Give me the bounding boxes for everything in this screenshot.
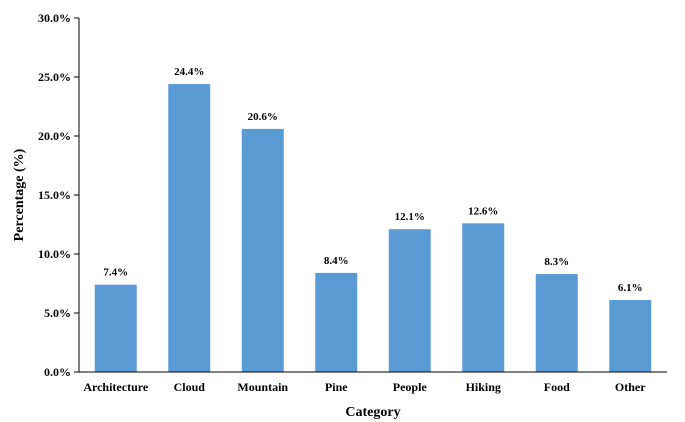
y-tick-label: 20.0% xyxy=(38,129,71,143)
category-label: Food xyxy=(544,380,570,394)
data-label: 8.3% xyxy=(544,256,569,268)
y-tick-label: 0.0% xyxy=(44,365,71,379)
x-axis-title: Category xyxy=(345,405,400,420)
category-label: Architecture xyxy=(83,380,149,394)
y-tick-label: 10.0% xyxy=(38,247,71,261)
data-label: 6.1% xyxy=(618,282,643,294)
data-label: 24.4% xyxy=(174,66,204,78)
bars-group xyxy=(94,84,652,372)
bar-food xyxy=(535,274,578,372)
category-label: Other xyxy=(615,380,646,394)
category-label: Pine xyxy=(325,380,348,394)
bar-other xyxy=(609,300,652,372)
y-tick-label: 25.0% xyxy=(38,70,71,84)
y-tick-label: 5.0% xyxy=(44,306,71,320)
data-label: 12.6% xyxy=(468,205,498,217)
bar-mountain xyxy=(241,128,284,372)
bar-pine xyxy=(315,272,358,372)
y-axis-ticks: 0.0% 5.0% 10.0% 15.0% 20.0% 25.0% 30.0% xyxy=(38,11,79,379)
data-label: 8.4% xyxy=(324,255,349,267)
category-label: People xyxy=(393,380,428,394)
y-tick-label: 15.0% xyxy=(38,188,71,202)
category-label: Cloud xyxy=(174,380,206,394)
bar-cloud xyxy=(168,84,211,372)
bar-hiking xyxy=(462,223,505,372)
y-tick-label: 30.0% xyxy=(38,11,71,25)
y-axis-title: Percentage (%) xyxy=(12,148,27,241)
data-label: 7.4% xyxy=(103,267,128,279)
data-label: 20.6% xyxy=(248,111,278,123)
bar-architecture xyxy=(94,284,137,372)
category-label: Mountain xyxy=(237,380,288,394)
data-labels-group: 7.4% 24.4% 20.6% 8.4% 12.1% 12.6% 8.3% 6.1% xyxy=(103,66,642,294)
bar-people xyxy=(388,229,431,372)
category-label: Hiking xyxy=(466,380,501,394)
x-axis-tick-labels: Architecture Cloud Mountain Pine People Hikin… xyxy=(83,380,646,394)
data-label: 12.1% xyxy=(395,211,425,223)
